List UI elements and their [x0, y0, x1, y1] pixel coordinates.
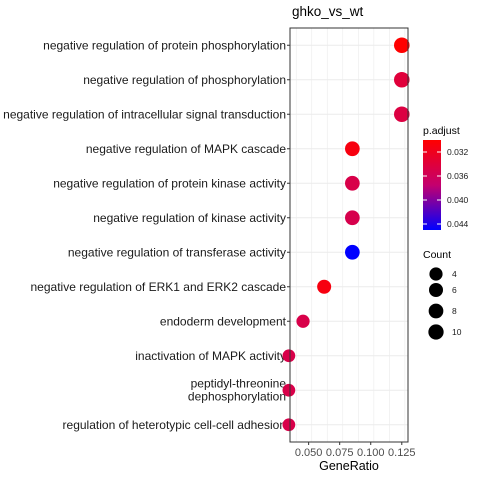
category-label: peptidyl-threonine dephosphorylation [188, 376, 286, 403]
data-point [345, 210, 360, 226]
grid-lines [290, 28, 408, 442]
size-legend-label: 8 [452, 306, 457, 316]
color-legend-tick-label: 0.044 [447, 219, 469, 229]
x-axis: 0.050 0.075 0.100 0.125 [295, 442, 416, 459]
plot-panel [290, 28, 408, 442]
color-legend-tick-label: 0.040 [447, 195, 469, 205]
color-legend-title: p.adjust [423, 125, 460, 137]
category-label: regulation of heterotypic cell-cell adhe… [63, 418, 286, 432]
x-axis-label: GeneRatio [319, 459, 379, 473]
plot-border [289, 27, 409, 443]
data-points [282, 37, 410, 432]
data-point [282, 349, 296, 363]
size-legend-label: 6 [452, 285, 457, 295]
x-tick-label: 0.050 [295, 447, 323, 459]
x-tick-label: 0.125 [388, 447, 416, 459]
category-label: negative regulation of phosphorylation [83, 73, 286, 87]
color-legend-bar [423, 140, 441, 230]
data-point [345, 175, 360, 191]
category-label: negative regulation of protein kinase ac… [53, 176, 286, 190]
data-point [296, 314, 310, 328]
size-legend-key [428, 282, 444, 298]
color-legend-tick-label: 0.036 [447, 171, 469, 181]
size-legend-key [428, 324, 444, 340]
size-legend-label: 10 [452, 327, 462, 337]
data-point [394, 71, 410, 88]
y-axis: negative regulation of protein phosphory… [3, 38, 290, 432]
size-legend-label: 4 [452, 269, 457, 279]
size-legend-key [429, 267, 443, 281]
x-tick-label: 0.100 [357, 447, 385, 459]
category-label: negative regulation of MAPK cascade [86, 142, 286, 156]
category-label: negative regulation of kinase activity [93, 211, 286, 225]
category-label: inactivation of MAPK activity [135, 349, 286, 363]
data-point [282, 418, 296, 432]
category-label: endoderm development [160, 314, 287, 328]
chart-title: ghko_vs_wt [292, 4, 364, 19]
category-label: negative regulation of transferase activ… [68, 245, 286, 259]
x-tick-label: 0.075 [326, 447, 354, 459]
data-point [345, 141, 360, 157]
data-point [394, 106, 410, 123]
category-label: negative regulation of ERK1 and ERK2 cas… [31, 280, 287, 294]
data-point [394, 37, 410, 54]
data-point [282, 383, 296, 397]
data-point [345, 244, 360, 260]
category-label: negative regulation of protein phosphory… [43, 38, 286, 52]
size-legend-title: Count [423, 249, 451, 261]
size-legend-key [428, 303, 444, 319]
category-label: negative regulation of intracellular sig… [3, 107, 286, 121]
size-legend: Count 4 6 8 10 [423, 249, 462, 340]
data-point [317, 279, 332, 294]
color-legend-tick-label: 0.032 [447, 147, 469, 157]
color-legend: p.adjust 0.032 0.036 0.040 0.044 [423, 125, 469, 230]
